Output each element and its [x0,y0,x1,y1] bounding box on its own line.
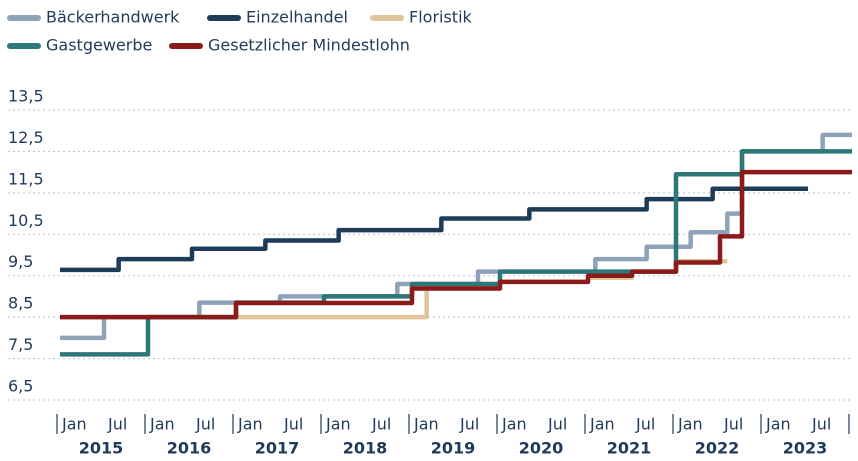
series-line [60,149,852,357]
x-year-label: 2019 [431,439,476,458]
x-month-label: Jan [325,415,351,434]
x-year-label: 2021 [607,439,652,458]
y-tick-label: 9,5 [8,252,33,271]
x-month-label: Jul [283,415,303,434]
legend-label: Gastgewerbe [46,36,152,55]
x-month-label: Jul [459,415,479,434]
x-month-label: Jul [195,415,215,434]
y-tick-label: 11,5 [8,169,44,188]
series-line [60,186,808,273]
x-year-label: 2022 [695,439,740,458]
legend-label: Floristik [409,8,473,27]
x-month-label: Jan [413,415,439,434]
y-tick-label: 13,5 [8,87,44,106]
x-month-label: Jul [811,415,831,434]
x-month-label: Jan [677,415,703,434]
legend-label: Einzelhandel [246,8,348,27]
x-month-label: Jan [589,415,615,434]
x-year-label: 2016 [167,439,212,458]
y-tick-label: 10,5 [8,211,44,230]
x-month-label: Jul [371,415,391,434]
y-tick-label: 12,5 [8,128,44,147]
y-tick-label: 8,5 [8,294,33,313]
x-month-label: Jan [149,415,175,434]
x-year-label: 2018 [343,439,388,458]
legend-label: Gesetzlicher Mindestlohn [208,36,410,55]
x-year-label: 2015 [79,439,124,458]
x-month-label: Jan [237,415,263,434]
x-year-label: 2020 [519,439,564,458]
x-month-label: Jul [547,415,567,434]
y-tick-label: 6,5 [8,377,33,396]
x-month-label: Jul [723,415,743,434]
x-month-label: Jul [635,415,655,434]
x-year-label: 2017 [255,439,300,458]
x-month-label: Jan [501,415,527,434]
x-year-label: 2023 [783,439,828,458]
series-line [60,169,852,320]
x-month-label: Jul [107,415,127,434]
x-month-label: Jan [765,415,791,434]
y-tick-label: 7,5 [8,335,33,354]
legend-label: Bäckerhandwerk [46,8,180,27]
x-month-label: Jan [61,415,87,434]
